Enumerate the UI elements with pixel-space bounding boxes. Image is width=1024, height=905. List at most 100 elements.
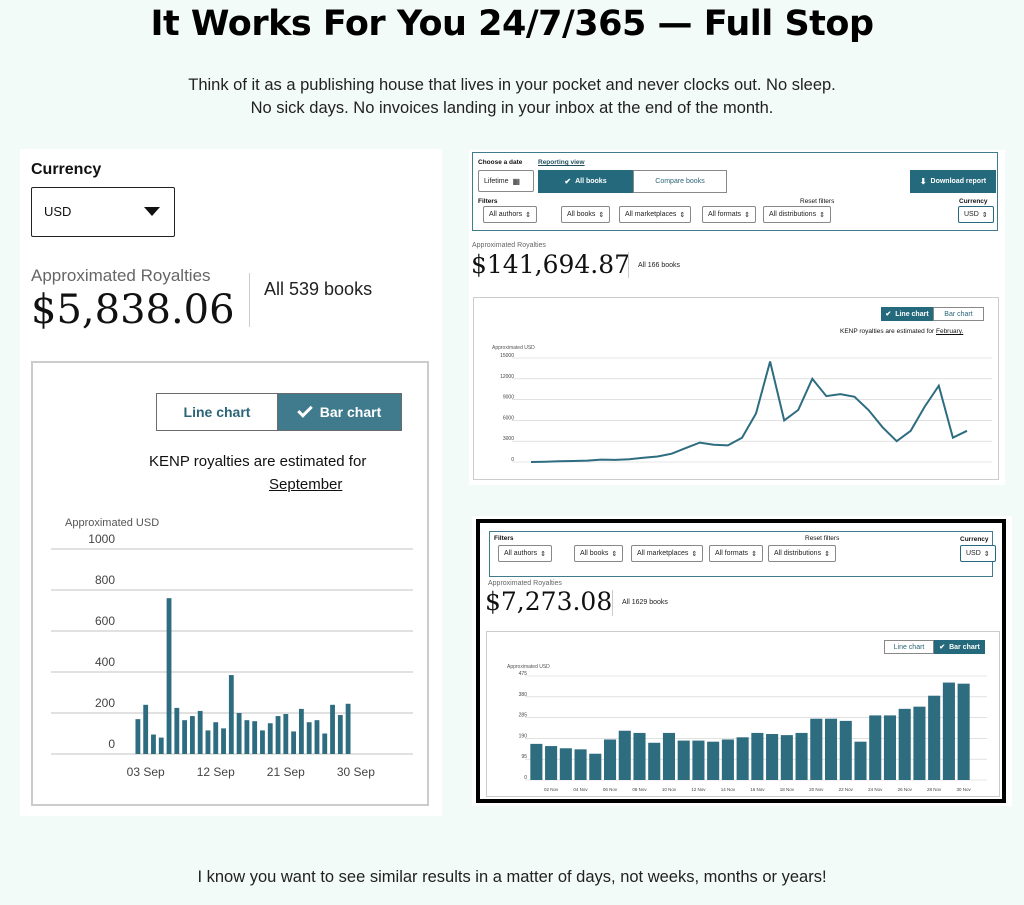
bar	[618, 730, 631, 780]
currency-select[interactable]: USD ⇕	[960, 545, 996, 562]
x-tick-label: 26 Nov	[898, 787, 913, 792]
filter-formats[interactable]: All formats ⇕	[702, 206, 756, 223]
bar	[182, 720, 188, 754]
bar	[824, 718, 838, 780]
kenp-note: KENP royalties are estimated for	[149, 453, 367, 470]
royalties-label: Approximated Royalties	[472, 242, 546, 249]
bar	[574, 749, 587, 780]
caret-down-icon	[144, 207, 160, 216]
page-subtext: Think of it as a publishing house that l…	[0, 74, 1024, 120]
currency-select-value: USD	[966, 550, 981, 557]
royalties-label: Approximated Royalties	[488, 580, 562, 587]
y-tick-label: 800	[95, 573, 115, 587]
x-tick-label: 08 Nov	[632, 787, 647, 792]
x-tick-label: 06 Nov	[603, 787, 618, 792]
sort-icon: ⇕	[983, 550, 990, 558]
y-tick-label: 1000	[88, 533, 115, 546]
filter-marketplaces[interactable]: All marketplaces ⇕	[631, 545, 704, 562]
filter-books-label: All books	[567, 211, 596, 218]
currency-select[interactable]: USD ⇕	[958, 206, 994, 223]
subtext-line-2: No sick days. No invoices landing in you…	[250, 99, 774, 117]
bar	[322, 733, 328, 754]
line-chart-button[interactable]: Line chart	[884, 640, 934, 654]
check-icon: ✔	[564, 177, 572, 186]
bar-chart-label: Bar chart	[949, 643, 980, 651]
bar	[795, 732, 808, 780]
bar-chart-button[interactable]: Bar chart	[933, 307, 984, 321]
y-tick-label: 0	[511, 457, 514, 463]
bar	[275, 716, 281, 754]
bar	[530, 743, 543, 780]
download-icon: ⬇	[919, 177, 927, 186]
chart-panel: Line chart ✔ Bar chart Approximated USD …	[486, 631, 1000, 797]
y-tick-label: 600	[95, 614, 115, 628]
divider	[628, 252, 629, 278]
bar-chart-button[interactable]: ✔ Bar chart	[934, 640, 985, 654]
bar	[244, 720, 250, 754]
sort-icon: ⇕	[611, 550, 618, 558]
filter-books[interactable]: All books ⇕	[574, 545, 624, 562]
divider	[249, 273, 250, 327]
line-chart-button[interactable]: Line chart	[157, 394, 278, 430]
kenp-month-link[interactable]: February.	[935, 328, 964, 335]
bar	[314, 720, 320, 754]
bar	[883, 715, 897, 780]
filter-distributions[interactable]: All distributions ⇕	[763, 206, 831, 223]
currency-select[interactable]: USD	[31, 187, 175, 237]
check-icon: ✔	[885, 311, 892, 318]
filter-books[interactable]: All books ⇕	[561, 206, 611, 223]
line-chart-label: Line chart	[895, 310, 929, 318]
x-tick-label: 28 Nov	[927, 787, 942, 792]
download-report-label: Download report	[930, 178, 987, 185]
filter-marketplaces[interactable]: All marketplaces ⇕	[619, 206, 692, 223]
report-controls: Filters Reset filters Currency All autho…	[489, 531, 996, 577]
lifetime-royalties-card: Choose a date Lifetime ▦ Reporting view …	[469, 150, 1005, 485]
filter-authors[interactable]: All authors ⇕	[483, 206, 537, 223]
bar	[766, 734, 779, 780]
reset-filters-link[interactable]: Reset filters	[805, 535, 840, 542]
filter-formats[interactable]: All formats ⇕	[709, 545, 763, 562]
bar	[648, 742, 661, 780]
sort-icon: ⇕	[679, 211, 686, 219]
date-picker[interactable]: Lifetime ▦	[478, 170, 534, 192]
x-tick-label: 03 Sep	[127, 765, 165, 779]
bar	[898, 708, 911, 780]
bar	[221, 728, 226, 754]
lifetime-line-chart: 0 3000 6000 9000 12000 15000	[500, 353, 992, 463]
filter-distributions[interactable]: All distributions ⇕	[768, 545, 836, 562]
november-royalties-card: Filters Reset filters Currency All autho…	[472, 516, 1012, 806]
page-footer: I know you want to see similar results i…	[197, 868, 827, 886]
royalties-label: Approximated Royalties	[31, 266, 211, 285]
sort-icon: ⇕	[819, 211, 825, 219]
y-tick-label: 3000	[503, 436, 514, 442]
reset-filters-link[interactable]: Reset filters	[800, 198, 835, 205]
bar	[135, 719, 141, 754]
bar	[228, 675, 234, 754]
sort-icon: ⇕	[751, 550, 757, 558]
books-count: All 166 books	[638, 262, 681, 269]
filter-authors[interactable]: All authors ⇕	[498, 545, 552, 562]
currency-label: Currency	[960, 536, 989, 543]
bar	[559, 748, 572, 780]
bar	[143, 704, 149, 754]
y-tick-label: 95	[521, 754, 527, 760]
bar-chart-button[interactable]: Bar chart	[278, 394, 401, 430]
y-tick-label: 9000	[503, 395, 514, 401]
x-tick-label: 02 Nov	[544, 787, 559, 792]
compare-books-button[interactable]: Compare books	[633, 170, 727, 193]
currency-label: Currency	[959, 198, 988, 205]
bar	[158, 737, 164, 754]
line-chart-button[interactable]: ✔ Line chart	[881, 307, 933, 321]
bar	[633, 732, 646, 780]
x-tick-label: 10 Nov	[662, 787, 677, 792]
series-line	[530, 361, 968, 463]
all-books-button[interactable]: ✔ All books	[538, 170, 633, 193]
x-tick-label: 12 Nov	[691, 787, 706, 792]
bar	[854, 741, 867, 780]
royalties-value: $141,694.87	[471, 250, 631, 279]
kenp-month-link[interactable]: September	[269, 476, 343, 493]
sort-icon: ⇕	[598, 211, 605, 219]
bar	[151, 734, 156, 754]
download-report-button[interactable]: ⬇ Download report	[910, 170, 996, 193]
bar	[189, 716, 195, 754]
